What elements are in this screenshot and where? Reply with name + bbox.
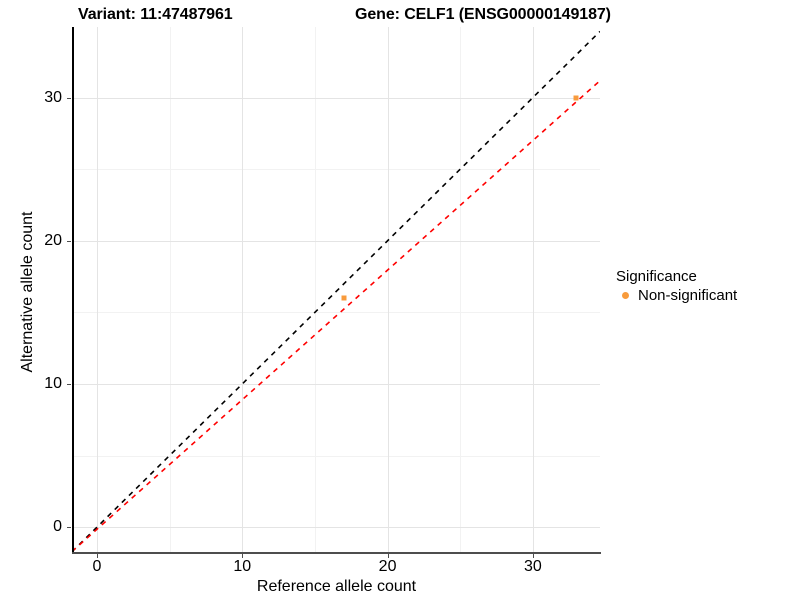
variant-title: Variant: 11:47487961 [78, 6, 233, 23]
y-tick-label: 30 [44, 88, 62, 106]
x-axis-line [72, 552, 601, 554]
gridline-minor-horizontal [72, 312, 600, 314]
identity-line [72, 30, 600, 553]
x-tick-label: 30 [523, 558, 542, 575]
gridline-minor-vertical [314, 27, 316, 553]
gridline-minor-horizontal [72, 169, 600, 171]
x-tick-label: 20 [378, 558, 397, 575]
gridline-minor-vertical [169, 27, 171, 553]
legend-title: Significance [616, 268, 697, 285]
gridline-major-vertical [532, 27, 534, 553]
gridline-major-horizontal [72, 97, 600, 99]
gridline-major-vertical [242, 27, 244, 553]
y-axis-line [72, 27, 74, 554]
legend-items: Non-significant [616, 287, 796, 304]
y-tick-mark [67, 527, 71, 529]
y-axis-label: Alternative allele count [19, 211, 36, 373]
gridline-major-horizontal [72, 527, 600, 529]
gridline-major-horizontal [72, 383, 600, 385]
fit-line [72, 80, 600, 553]
y-tick-label: 20 [44, 231, 62, 249]
legend-item-0[interactable]: Non-significant [618, 287, 796, 304]
y-tick-label: 10 [44, 374, 62, 392]
gridline-minor-horizontal [72, 455, 600, 457]
gridline-major-vertical [96, 27, 98, 553]
x-tick-mark [532, 554, 534, 558]
legend: Significance Non-significant [616, 268, 796, 304]
x-axis-label: Reference allele count [256, 578, 417, 595]
plot-panel [72, 27, 600, 553]
gene-title: Gene: CELF1 (ENSG00000149187) [355, 6, 611, 23]
gridline-minor-vertical [460, 27, 462, 553]
data-point[interactable] [573, 95, 579, 101]
gridline-major-vertical [387, 27, 389, 553]
y-tick-mark [67, 383, 71, 385]
x-tick-mark [387, 554, 389, 558]
x-tick-mark [96, 554, 98, 558]
y-tick-label: 0 [53, 518, 62, 536]
legend-key-circle-icon [618, 288, 633, 303]
x-tick-mark [242, 554, 244, 558]
y-tick-mark [67, 240, 71, 242]
x-tick-label: 10 [233, 558, 252, 575]
reference-lines-group [72, 30, 600, 553]
y-tick-mark [67, 97, 71, 99]
x-tick-label: 0 [92, 558, 102, 575]
data-point[interactable] [341, 295, 347, 301]
gridline-major-horizontal [72, 240, 600, 242]
legend-item-label: Non-significant [638, 287, 738, 304]
data-layer [72, 30, 600, 553]
title-row: Variant: 11:47487961 Gene: CELF1 (ENSG00… [0, 4, 620, 26]
